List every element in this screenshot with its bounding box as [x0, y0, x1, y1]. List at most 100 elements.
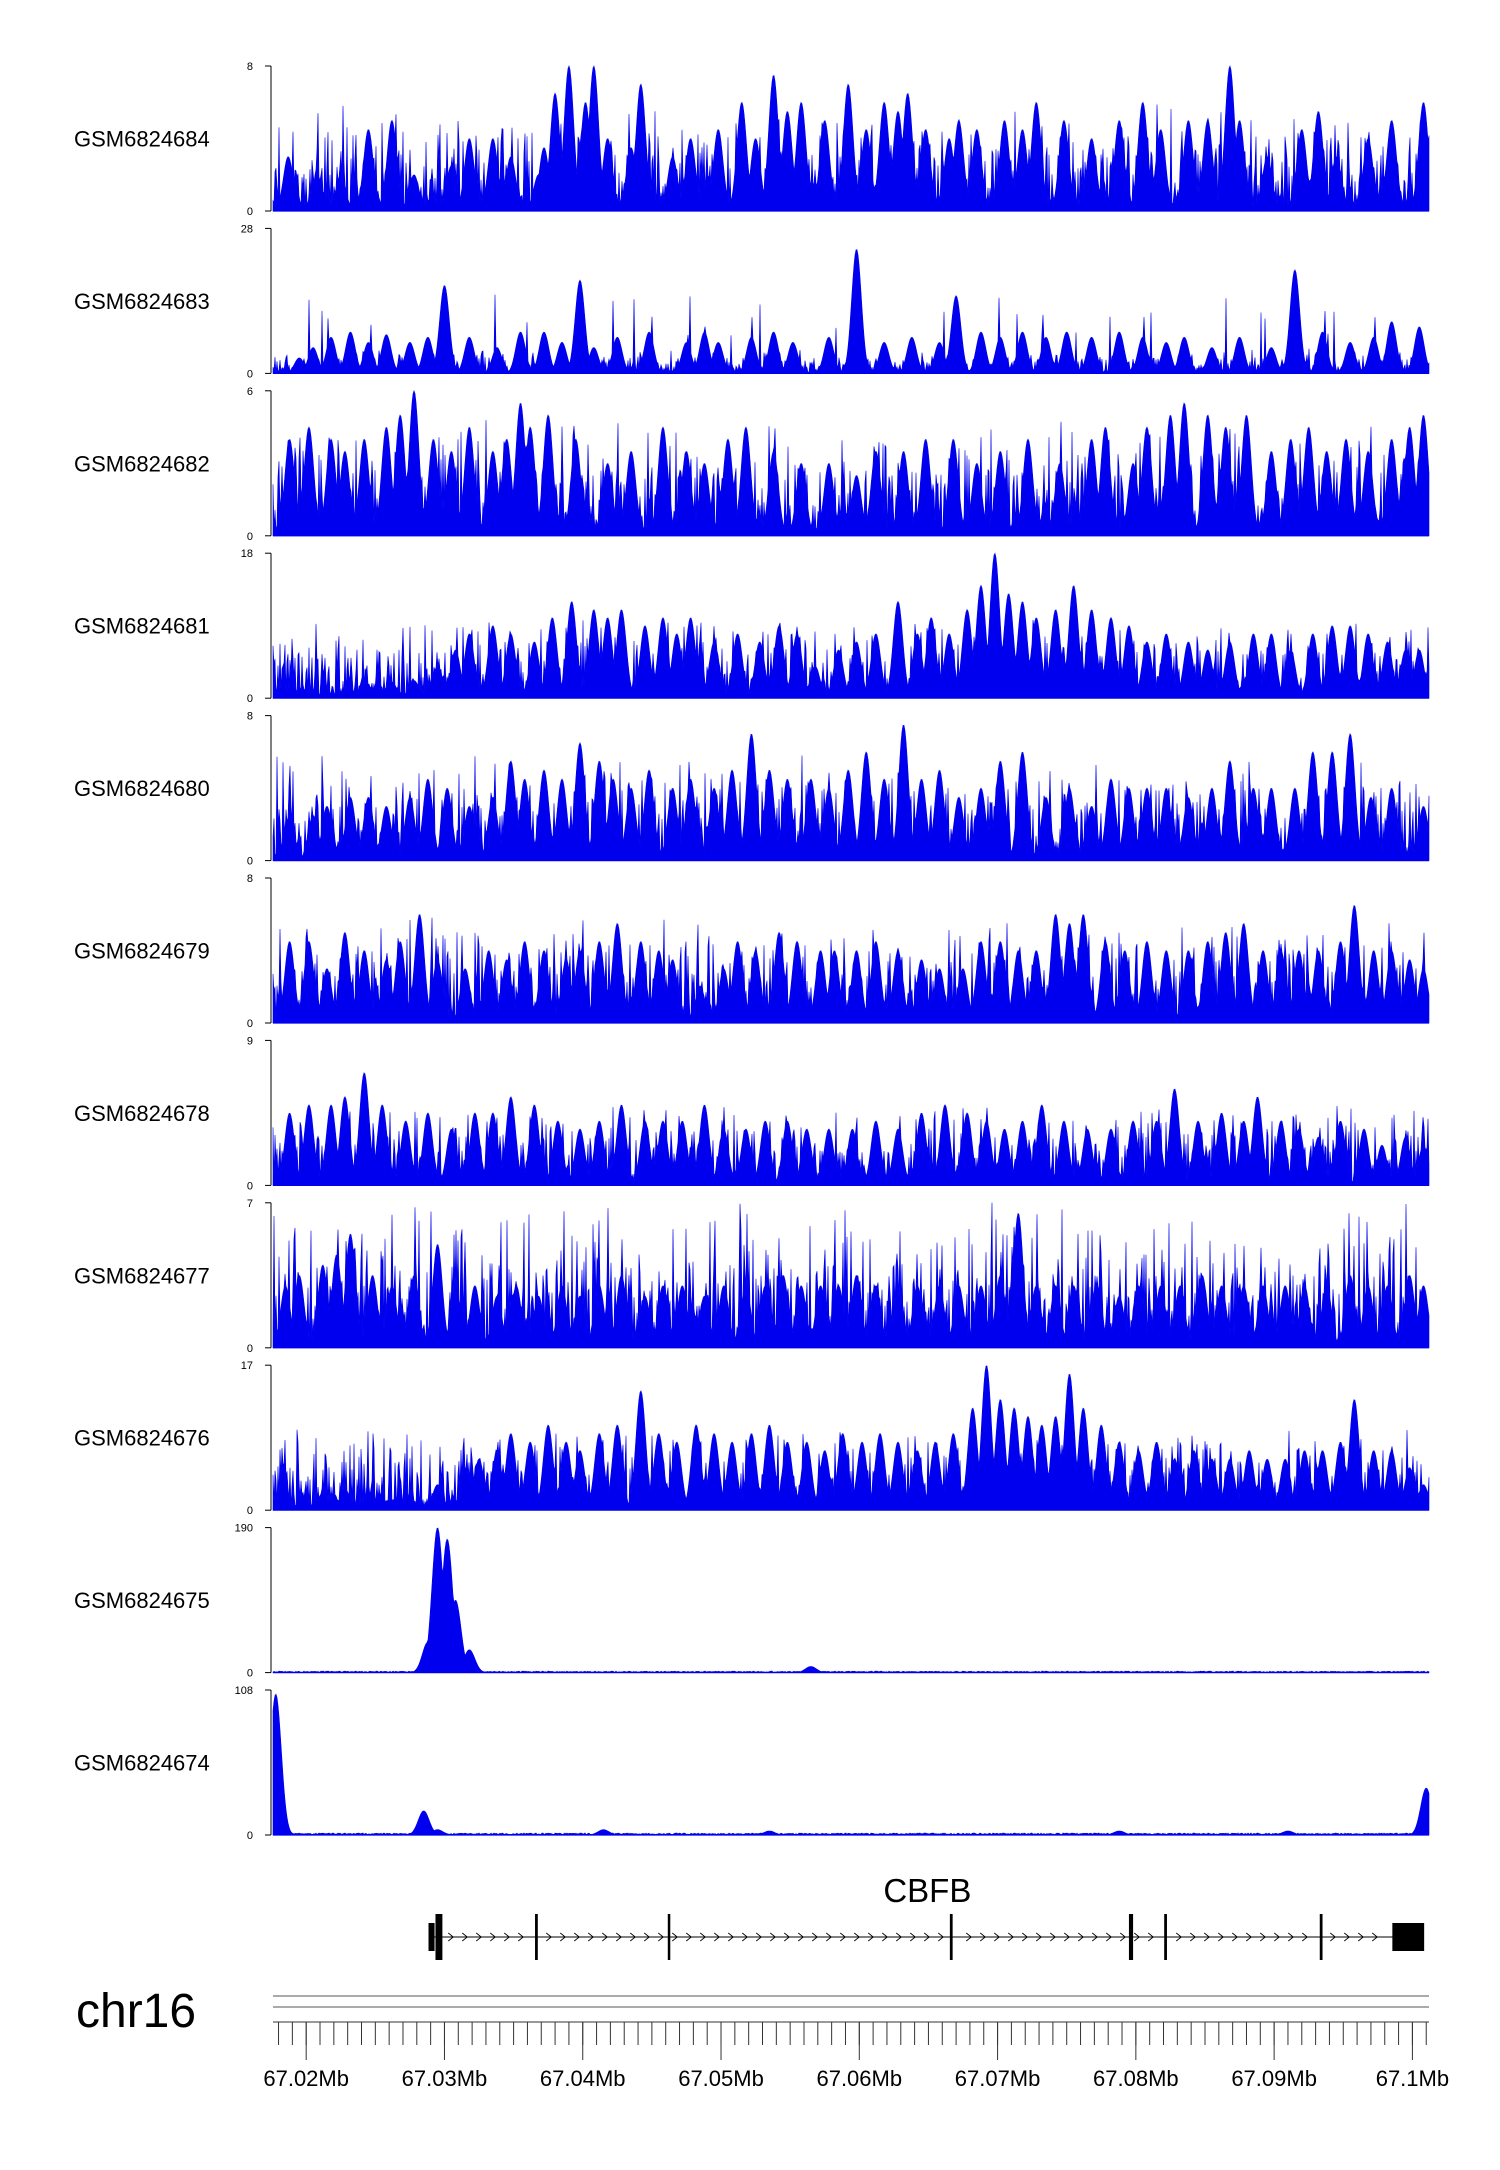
strand-chevron: [797, 1932, 804, 1942]
track-GSM6824675: GSM6824675 190 0: [74, 1523, 1430, 1680]
track-label: GSM6824678: [74, 1101, 210, 1126]
gene-exon: [1319, 1914, 1323, 1960]
strand-chevron: [811, 1932, 818, 1942]
coverage-area-GSM6824678: [272, 1072, 1430, 1186]
y-axis-max-label: 18: [241, 548, 253, 560]
track-GSM6824684: GSM6824684 8 0: [74, 61, 1430, 218]
strand-chevron: [671, 1932, 678, 1942]
strand-chevron: [1007, 1932, 1014, 1942]
gene-exon: [535, 1914, 538, 1960]
genome-axis: chr16 67.02Mb 67.03Mb 67.04Mb 67.05Mb 67.06Mb…: [76, 1985, 1449, 2091]
strand-chevron: [923, 1932, 930, 1942]
strand-chevron: [1035, 1932, 1042, 1942]
y-axis-max-label: 8: [247, 711, 253, 723]
strand-chevron: [1189, 1932, 1196, 1942]
y-axis-max-label: 17: [241, 1360, 253, 1372]
y-axis-min-label: 0: [247, 206, 253, 218]
strand-chevron: [895, 1932, 902, 1942]
strand-chevron: [1147, 1932, 1154, 1942]
strand-chevron: [1063, 1932, 1070, 1942]
track-label: GSM6824680: [74, 776, 210, 801]
track-GSM6824676: GSM6824676 17 0: [74, 1360, 1430, 1517]
strand-chevron: [475, 1932, 482, 1942]
strand-chevron: [1203, 1932, 1210, 1942]
strand-chevron: [1231, 1932, 1238, 1942]
strand-chevron: [447, 1932, 454, 1942]
track-label: GSM6824677: [74, 1263, 210, 1288]
coverage-area-GSM6824682: [272, 389, 1430, 537]
y-axis-max-label: 7: [247, 1198, 253, 1210]
strand-chevron: [657, 1932, 664, 1942]
strand-chevron: [1077, 1932, 1084, 1942]
strand-chevron: [993, 1932, 1000, 1942]
x-axis-tick-label: 67.07Mb: [955, 2066, 1041, 2091]
strand-chevron: [1133, 1932, 1140, 1942]
y-axis-min-label: 0: [247, 368, 253, 380]
gene-annotation-track: CBFB: [428, 1872, 1425, 1960]
x-axis-tick-label: 67.08Mb: [1093, 2066, 1179, 2091]
x-axis-tick-label: 67.03Mb: [402, 2066, 488, 2091]
x-axis-tick-label: 67.05Mb: [678, 2066, 764, 2091]
coverage-area-GSM6824676: [272, 1365, 1430, 1511]
gene-name-label: CBFB: [883, 1872, 971, 1909]
strand-chevron: [1287, 1932, 1294, 1942]
strand-chevron: [867, 1932, 874, 1942]
strand-chevron: [1329, 1932, 1336, 1942]
track-GSM6824683: GSM6824683 28 0: [74, 223, 1430, 380]
strand-chevron: [783, 1932, 790, 1942]
track-GSM6824677: GSM6824677 7 0: [74, 1198, 1430, 1355]
strand-chevron: [979, 1932, 986, 1942]
y-axis-min-label: 0: [247, 1180, 253, 1192]
y-axis-max-label: 8: [247, 61, 253, 73]
chromosome-label: chr16: [76, 1985, 196, 2038]
strand-chevron: [839, 1932, 846, 1942]
track-label: GSM6824676: [74, 1426, 210, 1451]
gene-exon: [1164, 1914, 1167, 1960]
strand-chevron: [727, 1932, 734, 1942]
gene-exon-utr-start: [428, 1923, 435, 1951]
track-GSM6824679: GSM6824679 8 0: [74, 873, 1430, 1030]
strand-chevron: [545, 1932, 552, 1942]
strand-chevron: [965, 1932, 972, 1942]
coverage-tracks: GSM682468480GSM6824683280GSM682468260GSM…: [74, 61, 1430, 1842]
strand-chevron: [853, 1932, 860, 1942]
coverage-area-GSM6824674: [272, 1693, 1430, 1836]
coverage-area-GSM6824675: [272, 1527, 1430, 1673]
strand-chevron: [909, 1932, 916, 1942]
strand-chevron: [643, 1932, 650, 1942]
strand-chevron: [741, 1932, 748, 1942]
strand-chevron: [461, 1932, 468, 1942]
coverage-area-GSM6824679: [272, 904, 1430, 1024]
strand-chevron: [699, 1932, 706, 1942]
x-axis-tick-label: 67.09Mb: [1231, 2066, 1317, 2091]
strand-chevron: [755, 1932, 762, 1942]
y-axis-min-label: 0: [247, 1830, 253, 1842]
track-label: GSM6824679: [74, 939, 210, 964]
track-label: GSM6824684: [74, 127, 210, 152]
track-GSM6824678: GSM6824678 9 0: [74, 1035, 1430, 1192]
track-GSM6824682: GSM6824682 6 0: [74, 386, 1430, 543]
strand-chevron: [1175, 1932, 1182, 1942]
y-axis-min-label: 0: [247, 856, 253, 868]
track-label: GSM6824675: [74, 1588, 210, 1613]
strand-chevron: [825, 1932, 832, 1942]
y-axis-max-label: 9: [247, 1035, 253, 1047]
strand-chevron: [615, 1932, 622, 1942]
strand-chevron: [937, 1932, 944, 1942]
y-axis-max-label: 6: [247, 386, 253, 398]
coverage-area-GSM6824677: [272, 1202, 1430, 1349]
strand-chevron: [1119, 1932, 1126, 1942]
x-axis-tick-label: 67.1Mb: [1376, 2066, 1449, 2091]
y-axis-min-label: 0: [247, 1018, 253, 1030]
x-axis-tick-label: 67.04Mb: [540, 2066, 626, 2091]
track-label: GSM6824674: [74, 1751, 210, 1776]
strand-chevron: [601, 1932, 608, 1942]
strand-chevron: [1273, 1932, 1280, 1942]
strand-chevron: [1091, 1932, 1098, 1942]
strand-chevron: [629, 1932, 636, 1942]
gene-exon: [1128, 1914, 1134, 1960]
strand-chevron: [1049, 1932, 1056, 1942]
coverage-area-GSM6824683: [272, 249, 1430, 374]
x-axis-tick-label: 67.06Mb: [816, 2066, 902, 2091]
